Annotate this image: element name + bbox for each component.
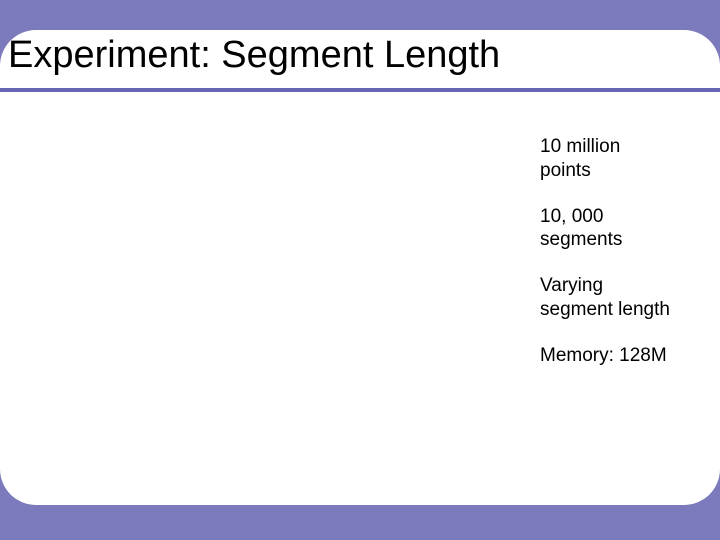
list-item-line: 10, 000 <box>540 206 603 227</box>
list-item: 10 million points <box>540 135 715 183</box>
bullet-list: 10 million points 10, 000 segments Varyi… <box>540 135 715 367</box>
slide-card: Experiment: Segment Length 10 million po… <box>0 30 720 505</box>
title-area: Experiment: Segment Length <box>8 34 712 78</box>
list-item-line: Memory: 128M <box>540 345 667 366</box>
list-item: 10, 000 segments <box>540 205 715 253</box>
list-item-line: 10 million <box>540 136 620 157</box>
list-item-line: points <box>540 160 591 181</box>
list-item: Memory: 128M <box>540 344 715 368</box>
title-underline <box>0 88 720 92</box>
list-item: Varying segment length <box>540 274 715 322</box>
slide-title: Experiment: Segment Length <box>8 34 712 78</box>
list-item-line: segments <box>540 229 622 250</box>
list-item-line: segment length <box>540 299 670 320</box>
list-item-line: Varying <box>540 275 603 296</box>
